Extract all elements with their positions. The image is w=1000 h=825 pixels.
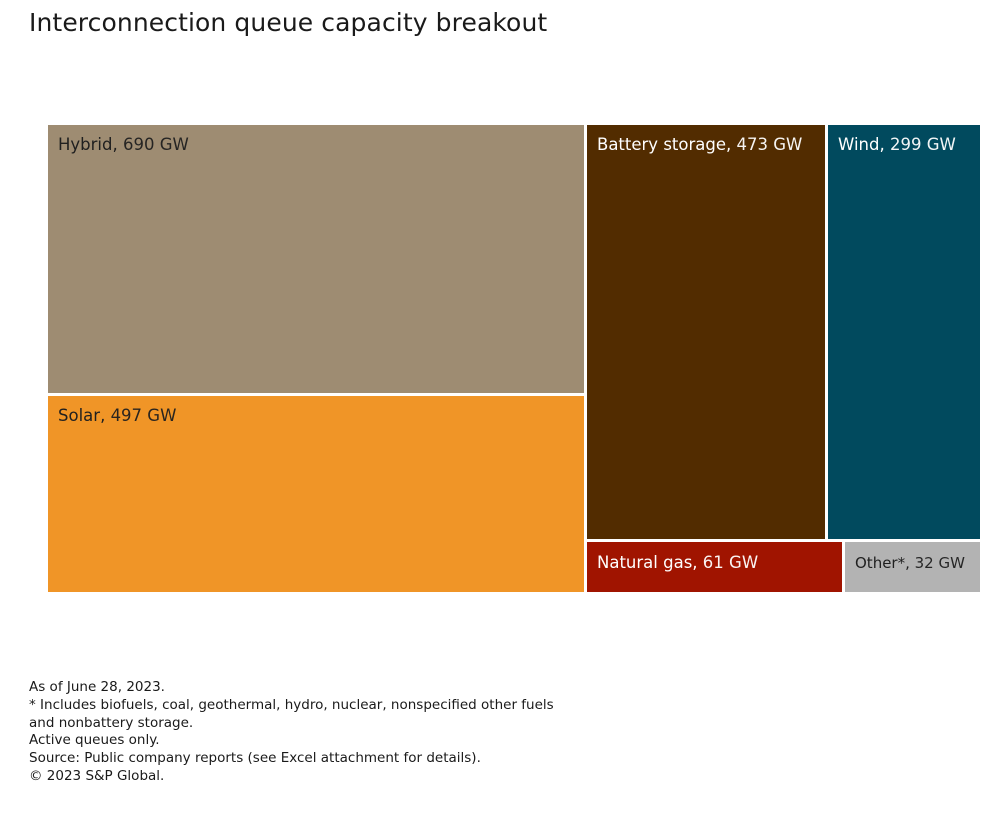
- treemap-label-hybrid: Hybrid, 690 GW: [58, 135, 189, 154]
- footnote-other-definition-cont: and nonbattery storage.: [29, 714, 194, 731]
- footnote-active-queues: Active queues only.: [29, 732, 160, 749]
- treemap-tile-hybrid: Hybrid, 690 GW: [48, 125, 584, 393]
- treemap-tile-battery: Battery storage, 473 GW: [587, 125, 825, 539]
- treemap-label-name: Hybrid: [58, 135, 113, 154]
- treemap-label-name: Other*: [855, 554, 906, 572]
- chart-footnotes: As of June 28, 2023. * Includes biofuels…: [29, 679, 554, 786]
- treemap-tile-solar: Solar, 497 GW: [48, 396, 584, 592]
- treemap-label-battery: Battery storage, 473 GW: [597, 135, 803, 154]
- footnote-date: As of June 28, 2023.: [29, 679, 165, 695]
- treemap-tile-other: Other*, 32 GW: [845, 542, 980, 592]
- treemap-label-value: 497 GW: [110, 406, 177, 425]
- treemap-label-name: Solar: [58, 406, 101, 425]
- treemap-label-name: Battery storage: [597, 135, 726, 154]
- treemap-label-name: Wind: [838, 135, 880, 154]
- footnote-other-definition: * Includes biofuels, coal, geothermal, h…: [29, 696, 554, 713]
- treemap-label-solar: Solar, 497 GW: [58, 406, 177, 425]
- chart-title: Interconnection queue capacity breakout: [29, 8, 548, 37]
- treemap-label-value: 61 GW: [702, 553, 759, 572]
- treemap-label-value: 690 GW: [123, 135, 189, 154]
- footnote-copyright: © 2023 S&P Global.: [29, 767, 165, 784]
- treemap-label-wind: Wind, 299 GW: [838, 135, 956, 154]
- treemap-chart: Hybrid, 690 GW Solar, 497 GW Battery stora…: [48, 125, 980, 592]
- treemap-tile-wind: Wind, 299 GW: [828, 125, 980, 539]
- treemap-label-value: 32 GW: [914, 554, 965, 572]
- treemap-label-value: 473 GW: [736, 135, 803, 154]
- treemap-label-value: 299 GW: [889, 135, 956, 154]
- treemap-label-other: Other*, 32 GW: [855, 554, 965, 572]
- treemap-label-name: Natural gas: [597, 553, 693, 572]
- treemap-tile-gas: Natural gas, 61 GW: [587, 542, 842, 592]
- footnote-source: Source: Public company reports (see Exce…: [29, 750, 481, 767]
- treemap-label-gas: Natural gas, 61 GW: [597, 553, 759, 572]
